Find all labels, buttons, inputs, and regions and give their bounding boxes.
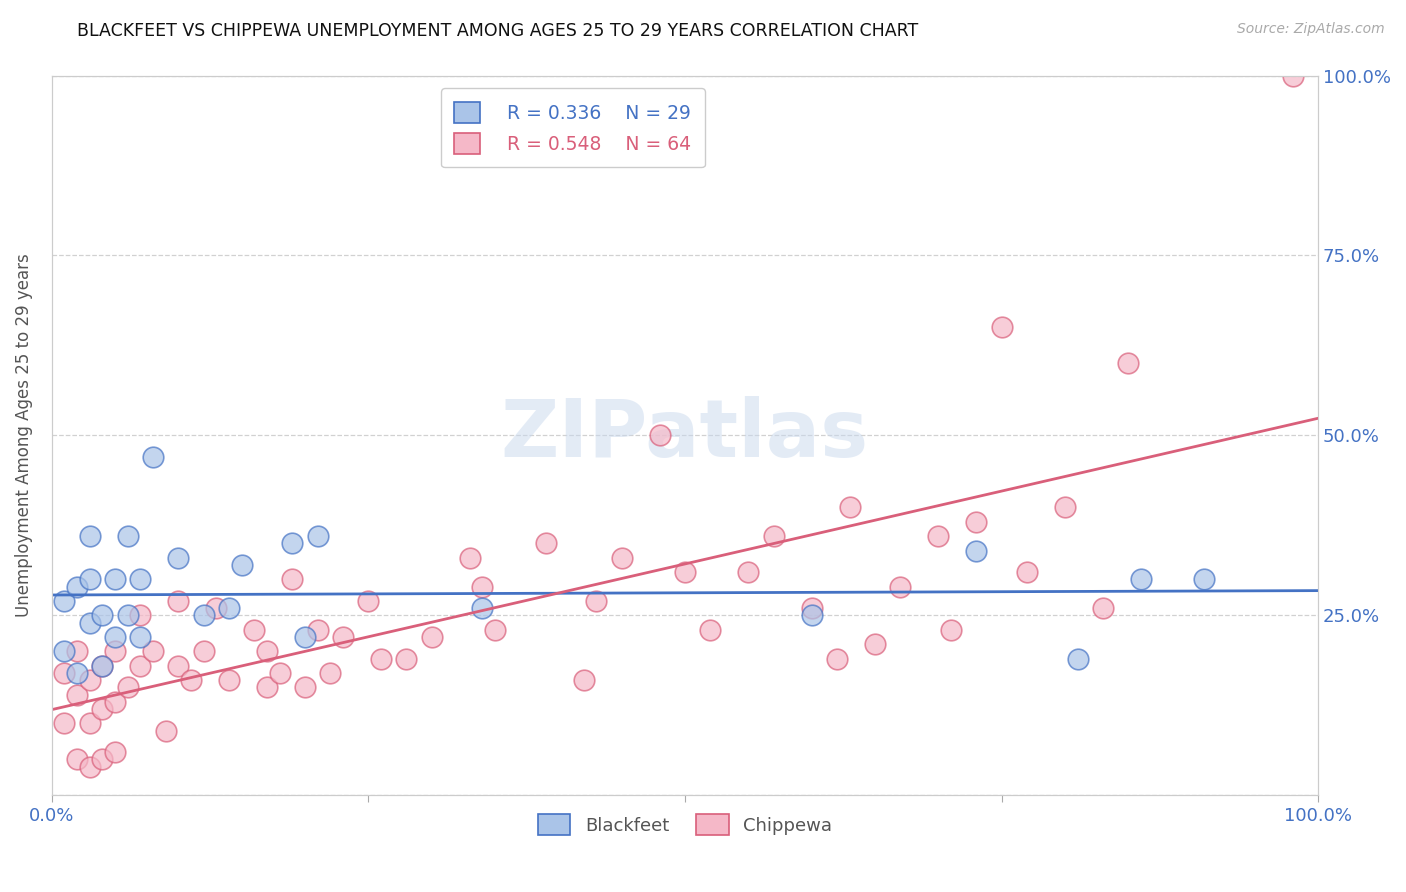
Point xyxy=(53,644,76,658)
Point xyxy=(1066,651,1088,665)
Point xyxy=(129,573,152,587)
Text: Source: ZipAtlas.com: Source: ZipAtlas.com xyxy=(1237,22,1385,37)
Point xyxy=(193,644,215,658)
Point xyxy=(142,450,165,464)
Point xyxy=(53,594,76,608)
Point xyxy=(699,623,721,637)
Point xyxy=(53,666,76,681)
Point xyxy=(79,716,101,731)
Text: ZIPatlas: ZIPatlas xyxy=(501,396,869,475)
Point xyxy=(965,515,987,529)
Point xyxy=(117,529,139,543)
Point xyxy=(1129,573,1152,587)
Point xyxy=(91,658,114,673)
Point xyxy=(167,594,190,608)
Point xyxy=(129,608,152,623)
Point xyxy=(471,601,494,615)
Point xyxy=(737,566,759,580)
Y-axis label: Unemployment Among Ages 25 to 29 years: Unemployment Among Ages 25 to 29 years xyxy=(15,253,32,617)
Point xyxy=(939,623,962,637)
Point xyxy=(104,573,127,587)
Text: BLACKFEET VS CHIPPEWA UNEMPLOYMENT AMONG AGES 25 TO 29 YEARS CORRELATION CHART: BLACKFEET VS CHIPPEWA UNEMPLOYMENT AMONG… xyxy=(77,22,918,40)
Point xyxy=(825,651,848,665)
Point xyxy=(294,681,316,695)
Point xyxy=(256,644,278,658)
Point xyxy=(79,573,101,587)
Point xyxy=(927,529,949,543)
Point xyxy=(104,745,127,759)
Point xyxy=(420,630,443,644)
Point xyxy=(104,695,127,709)
Point xyxy=(205,601,228,615)
Point xyxy=(142,644,165,658)
Point xyxy=(66,666,89,681)
Point xyxy=(319,666,342,681)
Point xyxy=(117,608,139,623)
Point xyxy=(484,623,506,637)
Point xyxy=(218,601,240,615)
Point xyxy=(990,320,1012,334)
Point xyxy=(91,752,114,766)
Point xyxy=(79,759,101,773)
Point xyxy=(1192,573,1215,587)
Point xyxy=(395,651,418,665)
Point xyxy=(673,566,696,580)
Point xyxy=(129,658,152,673)
Point xyxy=(1015,566,1038,580)
Point xyxy=(307,623,329,637)
Point xyxy=(53,716,76,731)
Point xyxy=(889,580,911,594)
Point xyxy=(1091,601,1114,615)
Point xyxy=(167,658,190,673)
Point xyxy=(155,723,177,738)
Point xyxy=(231,558,253,572)
Point xyxy=(800,608,823,623)
Legend: Blackfeet, Chippewa: Blackfeet, Chippewa xyxy=(529,805,841,844)
Point xyxy=(585,594,607,608)
Point xyxy=(332,630,354,644)
Point xyxy=(193,608,215,623)
Point xyxy=(129,630,152,644)
Point xyxy=(1281,69,1303,83)
Point xyxy=(1116,356,1139,370)
Point xyxy=(610,550,633,565)
Point xyxy=(838,500,860,515)
Point xyxy=(471,580,494,594)
Point xyxy=(66,688,89,702)
Point xyxy=(458,550,481,565)
Point xyxy=(66,752,89,766)
Point xyxy=(762,529,785,543)
Point xyxy=(648,428,671,442)
Point xyxy=(965,543,987,558)
Point xyxy=(357,594,380,608)
Point xyxy=(104,644,127,658)
Point xyxy=(180,673,202,688)
Point xyxy=(307,529,329,543)
Point xyxy=(91,658,114,673)
Point xyxy=(863,637,886,651)
Point xyxy=(79,673,101,688)
Point xyxy=(104,630,127,644)
Point xyxy=(269,666,291,681)
Point xyxy=(117,681,139,695)
Point xyxy=(218,673,240,688)
Point xyxy=(1053,500,1076,515)
Point xyxy=(66,580,89,594)
Point xyxy=(534,536,557,550)
Point xyxy=(91,702,114,716)
Point xyxy=(91,608,114,623)
Point xyxy=(167,550,190,565)
Point xyxy=(572,673,595,688)
Point xyxy=(281,536,304,550)
Point xyxy=(79,529,101,543)
Point xyxy=(294,630,316,644)
Point xyxy=(79,615,101,630)
Point xyxy=(256,681,278,695)
Point xyxy=(243,623,266,637)
Point xyxy=(281,573,304,587)
Point xyxy=(800,601,823,615)
Point xyxy=(370,651,392,665)
Point xyxy=(66,644,89,658)
